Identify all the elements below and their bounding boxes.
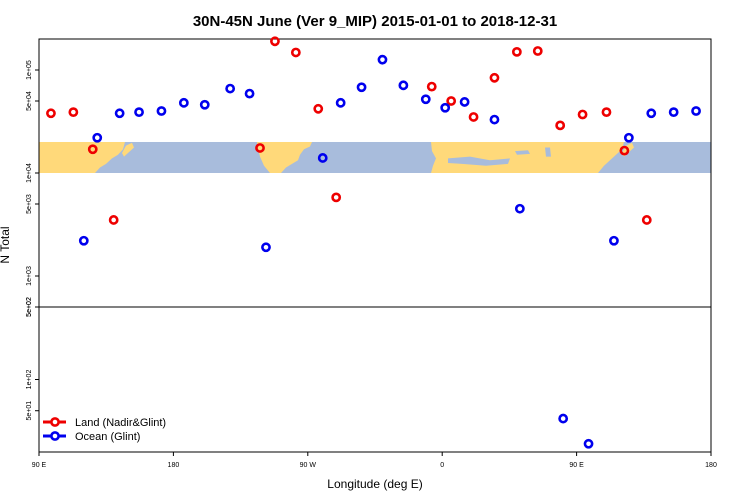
lower-y-tick-label: 5e+02 <box>26 297 33 317</box>
land-point <box>555 120 566 131</box>
ocean-point <box>178 97 189 108</box>
ocean-point <box>317 153 328 163</box>
ocean-point <box>244 88 255 99</box>
ocean-point <box>199 99 210 110</box>
ocean-point <box>489 114 500 125</box>
x-tick-label: 0 <box>440 462 444 469</box>
y-axis-label: N Total <box>0 226 12 263</box>
land-point <box>87 144 98 155</box>
map-mediterranean <box>448 156 510 166</box>
land-point <box>270 36 280 47</box>
land-point <box>641 215 652 225</box>
ocean-point <box>156 106 167 116</box>
land-point <box>446 96 457 106</box>
legend-label-land: Land (Nadir&Glint) <box>75 417 166 429</box>
ocean-point <box>668 107 679 118</box>
upper-y-tick-label: 5e+02 <box>26 297 33 317</box>
upper-y-tick-label: 1e+05 <box>26 60 33 80</box>
x-axis: 90 E 180 90 W 0 90 E 180 <box>32 452 717 469</box>
ocean-point <box>261 242 271 253</box>
ocean-point <box>356 82 367 93</box>
data-points <box>46 36 701 449</box>
land-point <box>532 46 543 56</box>
land-point <box>468 112 479 122</box>
world-map-strip <box>39 141 711 173</box>
map-land-japan <box>122 142 134 157</box>
map-land <box>39 141 634 173</box>
ocean-point <box>420 94 431 105</box>
ocean-point <box>134 107 144 118</box>
x-tick-label: 180 <box>168 462 180 469</box>
upper-y-tick-label: 1e+03 <box>26 266 33 286</box>
land-point <box>426 81 437 92</box>
land-point <box>68 107 79 118</box>
x-tick-label: 180 <box>705 462 717 469</box>
ocean-point <box>558 413 569 424</box>
land-point <box>290 47 301 58</box>
ocean-point <box>225 83 236 94</box>
legend-label-ocean: Ocean (Glint) <box>75 431 140 443</box>
x-tick-label: 90 W <box>300 462 317 469</box>
map-black-sea <box>515 150 530 155</box>
land-point <box>313 103 324 114</box>
x-tick-label: 90 E <box>569 462 584 469</box>
upper-y-tick-label: 5e+03 <box>26 194 33 214</box>
legend-marker-land <box>50 417 60 427</box>
ocean-point <box>440 102 451 113</box>
land-point <box>489 72 500 83</box>
x-tick-label: 90 E <box>32 462 47 469</box>
map-land-eurasia-africa <box>431 141 624 173</box>
ocean-point <box>114 108 125 119</box>
land-point <box>619 145 630 156</box>
legend: Land (Nadir&Glint) Ocean (Glint) <box>43 417 166 443</box>
ocean-point <box>583 438 594 449</box>
ocean-point <box>78 235 89 246</box>
ocean-point <box>459 97 470 107</box>
legend-marker-ocean <box>50 431 60 441</box>
land-point <box>255 143 265 153</box>
ocean-point <box>646 108 657 119</box>
ocean-point <box>623 132 634 143</box>
map-caspian-sea <box>545 147 551 157</box>
chart-title: 30N-45N June (Ver 9_MIP) 2015-01-01 to 2… <box>193 13 557 30</box>
upper-y-axis: 5e+02 1e+03 5e+03 1e+04 5e+04 1e+05 <box>26 60 39 317</box>
ocean-point <box>92 132 103 143</box>
ocean-point <box>377 54 388 65</box>
lower-y-tick-label: 5e+01 <box>26 401 33 421</box>
upper-y-tick-label: 1e+04 <box>26 163 33 183</box>
ocean-point <box>514 203 525 214</box>
ocean-point <box>335 97 346 108</box>
map-land-north-america <box>257 141 312 173</box>
lower-y-tick-label: 1e+02 <box>26 370 33 390</box>
land-point <box>577 109 588 120</box>
ocean-point <box>398 80 409 91</box>
ocean-point <box>691 106 701 116</box>
land-point <box>331 192 342 203</box>
land-point <box>108 215 119 225</box>
lower-y-axis: 5e+02 1e+02 5e+01 <box>26 297 39 421</box>
x-axis-label: Longitude (deg E) <box>327 477 422 491</box>
land-point <box>511 46 522 57</box>
upper-y-tick-label: 5e+04 <box>26 91 33 111</box>
map-land-asia <box>39 141 125 173</box>
map-inland-seas <box>448 147 551 166</box>
ocean-point <box>609 235 619 246</box>
land-point <box>46 108 56 119</box>
land-point <box>601 107 612 118</box>
